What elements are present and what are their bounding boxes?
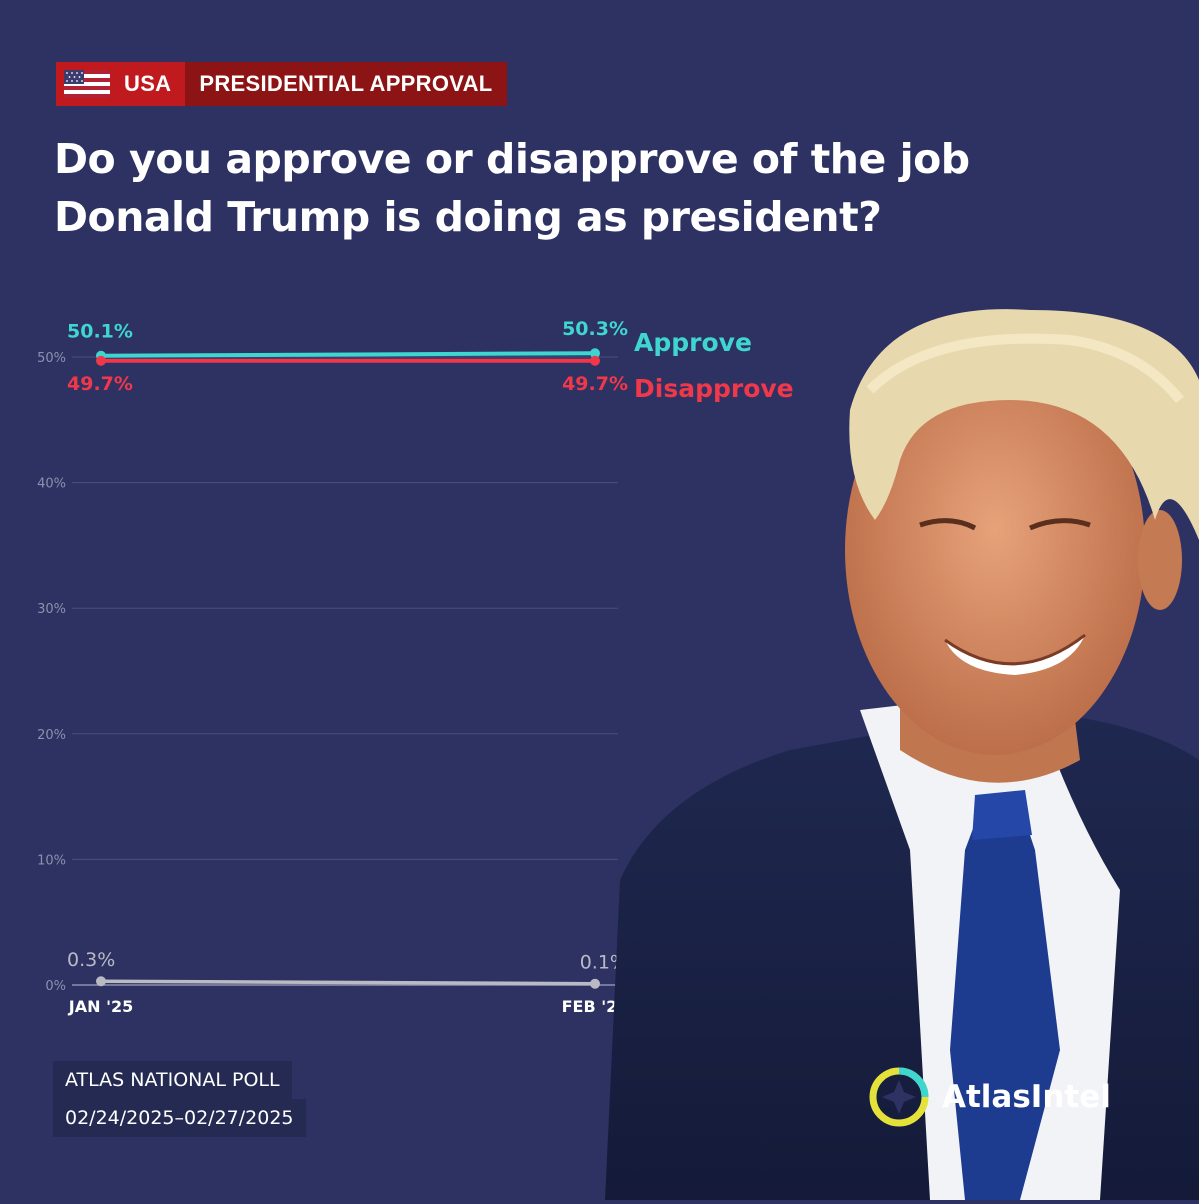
topic-label-box: PRESIDENTIAL APPROVAL: [185, 62, 507, 106]
question-line-1: Do you approve or disapprove of the job: [54, 135, 970, 183]
x-tick-label: JAN '25: [68, 997, 133, 1016]
data-label: 49.7%: [67, 373, 133, 395]
topic-badge: USA PRESIDENTIAL APPROVAL: [56, 62, 507, 106]
us-flag-icon: [64, 70, 110, 98]
poll-source-name: ATLAS NATIONAL POLL: [53, 1061, 292, 1099]
poll-question: Do you approve or disapprove of the job …: [54, 130, 1074, 246]
y-tick-label: 40%: [37, 477, 66, 492]
brand-logo: AtlasIntel: [868, 1066, 1111, 1128]
data-point: [590, 348, 600, 359]
source-dates-text: 02/24/2025–02/27/2025: [65, 1107, 294, 1129]
data-point: [590, 355, 600, 366]
topic-label: PRESIDENTIAL APPROVAL: [199, 71, 493, 96]
series-name-label: Disapprove: [634, 374, 794, 403]
y-tick-label: 10%: [37, 853, 66, 868]
country-badge: USA: [56, 62, 186, 106]
y-tick-label: 50%: [37, 351, 66, 366]
y-tick-label: 20%: [37, 728, 66, 743]
y-tick-label: 0%: [45, 979, 66, 994]
source-name-text: ATLAS NATIONAL POLL: [65, 1069, 280, 1091]
data-label: 0.3%: [67, 949, 115, 971]
data-label: 50.3%: [562, 318, 628, 340]
series-line: [100, 979, 596, 986]
president-portrait: [600, 290, 1199, 1200]
country-label: USA: [124, 71, 172, 96]
series-line: [100, 351, 596, 358]
data-point: [96, 355, 106, 366]
data-point: [590, 978, 600, 989]
question-line-2: Donald Trump is doing as president?: [54, 193, 882, 241]
series-name-label: Approve: [634, 328, 752, 357]
data-label: 49.7%: [562, 373, 628, 395]
poll-source-dates: 02/24/2025–02/27/2025: [53, 1099, 306, 1137]
data-label: 50.1%: [67, 321, 133, 343]
x-tick-label: FEB '25: [562, 997, 629, 1016]
brand-name: AtlasIntel: [942, 1079, 1111, 1115]
compass-icon: [869, 1067, 929, 1127]
y-tick-label: 30%: [37, 602, 66, 617]
data-point: [96, 976, 106, 987]
